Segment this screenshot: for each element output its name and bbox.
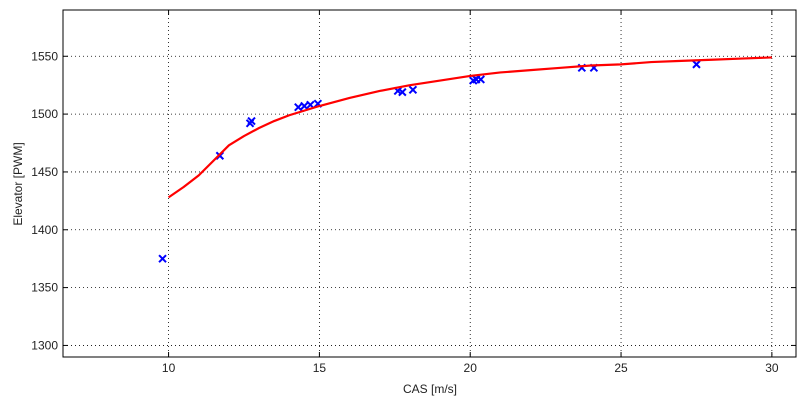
marker-stroke bbox=[294, 102, 303, 112]
data-point-marker bbox=[247, 116, 256, 126]
marker-stroke bbox=[398, 87, 407, 97]
data-point-marker bbox=[692, 60, 701, 69]
x-axis-label: CAS [m/s] bbox=[403, 382, 457, 396]
marker-stroke bbox=[158, 254, 167, 263]
y-axis-label: Elevator [PWM] bbox=[11, 142, 25, 225]
marker-stroke bbox=[300, 101, 309, 111]
y-tick-label: 1450 bbox=[31, 165, 58, 179]
x-tick-label: 30 bbox=[765, 361, 779, 375]
fit-curve-line bbox=[167, 56, 772, 199]
plot-background bbox=[63, 10, 796, 357]
marker-stroke bbox=[247, 116, 256, 126]
x-tick-label: 20 bbox=[464, 361, 478, 375]
data-point-marker bbox=[398, 87, 407, 97]
y-tick-label: 1300 bbox=[31, 338, 58, 352]
x-tick-label: 15 bbox=[313, 361, 327, 375]
ticks-layer: 10 15 20 25 30 1300 1350 1400 1450 1500 1550 bbox=[31, 10, 796, 375]
marker-stroke bbox=[692, 60, 701, 69]
marker-stroke bbox=[306, 100, 315, 110]
data-point-marker bbox=[300, 101, 309, 111]
data-point-marker bbox=[294, 102, 303, 112]
plot-frame bbox=[62, 9, 797, 358]
data-point-marker bbox=[476, 75, 485, 84]
marker-stroke bbox=[476, 75, 485, 84]
y-tick-label: 1500 bbox=[31, 107, 58, 121]
series-layer bbox=[158, 56, 772, 263]
y-tick-label: 1400 bbox=[31, 223, 58, 237]
data-point-marker bbox=[408, 85, 418, 95]
x-tick-label: 25 bbox=[614, 361, 628, 375]
x-tick-label: 10 bbox=[162, 361, 176, 375]
marker-stroke bbox=[313, 99, 323, 108]
marker-stroke bbox=[408, 85, 418, 95]
y-tick-label: 1350 bbox=[31, 281, 58, 295]
grid-layer bbox=[63, 10, 796, 357]
data-point-marker bbox=[158, 254, 167, 263]
axes-layer bbox=[62, 9, 797, 358]
y-tick-label: 1550 bbox=[31, 49, 58, 63]
